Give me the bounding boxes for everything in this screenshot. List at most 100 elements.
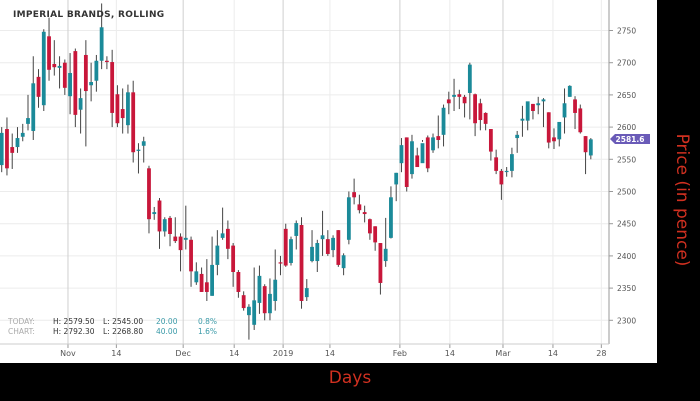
- candle-down: [10, 147, 15, 153]
- candle-up: [68, 73, 72, 97]
- candle-down: [147, 168, 151, 220]
- candle-up: [247, 306, 251, 316]
- candle-up: [0, 132, 4, 166]
- chart-title: IMPERIAL BRANDS, ROLLING: [13, 10, 165, 20]
- candle-down: [168, 217, 172, 235]
- candle-down: [378, 243, 383, 283]
- candle-up: [220, 233, 225, 238]
- y-tick-label: 2600: [617, 123, 636, 132]
- candle-down: [199, 273, 204, 292]
- candle-up: [399, 145, 404, 164]
- chart-label: CHART:: [8, 327, 35, 336]
- candle-up: [331, 237, 335, 251]
- candle-up: [504, 170, 509, 173]
- today-change: 20.00: [156, 317, 178, 326]
- candle-down: [446, 99, 451, 104]
- y-tick-label: 2450: [617, 220, 636, 229]
- chart-change: 40.00: [156, 327, 178, 336]
- candle-up: [152, 212, 157, 215]
- chart-low: L: 2268.80: [103, 327, 144, 336]
- candle-down: [583, 136, 588, 153]
- candle-down: [531, 103, 535, 111]
- candle-down: [325, 239, 330, 254]
- candle-up: [273, 279, 278, 301]
- candle-up: [420, 143, 425, 164]
- candle-up: [389, 197, 393, 238]
- candle-down: [62, 62, 67, 88]
- candle-up: [541, 99, 546, 102]
- candle-up: [515, 134, 520, 139]
- candle-down: [157, 200, 162, 232]
- candle-down: [120, 109, 125, 119]
- x-tick-label: 14: [229, 349, 239, 358]
- candle-down: [115, 94, 120, 124]
- candle-down: [299, 224, 304, 301]
- y-tick-label: 2350: [617, 284, 636, 293]
- candle-up: [20, 132, 25, 137]
- today-pct: 0.8%: [198, 317, 218, 326]
- candle-up: [567, 85, 572, 97]
- candle-down: [425, 137, 430, 169]
- x-tick-label: 14: [445, 349, 455, 358]
- candle-up: [304, 288, 309, 298]
- candle-up: [210, 264, 214, 296]
- candle-up: [536, 103, 541, 106]
- candle-down: [278, 262, 283, 264]
- candle-up: [15, 138, 20, 148]
- x-tick-label: Mar: [495, 349, 511, 358]
- candle-up: [562, 103, 567, 118]
- candle-down: [368, 219, 372, 234]
- candle-up: [431, 137, 435, 151]
- candle-down: [225, 228, 230, 249]
- candle-down: [499, 170, 504, 185]
- today-low: L: 2545.00: [103, 317, 144, 326]
- today-label: TODAY:: [8, 317, 35, 326]
- candle-up: [383, 248, 388, 262]
- candle-up: [452, 94, 456, 97]
- candle-up: [588, 139, 593, 156]
- candle-up: [94, 60, 99, 81]
- candle-down: [578, 108, 583, 133]
- candle-down: [231, 245, 236, 272]
- candle-up: [346, 197, 351, 240]
- x-tick-label: Nov: [60, 349, 76, 358]
- candle-up: [315, 243, 320, 262]
- candle-down: [357, 204, 362, 211]
- candle-down: [362, 212, 367, 215]
- y-tick-label: 2300: [617, 316, 636, 325]
- candle-up: [394, 172, 399, 185]
- candle-up: [520, 118, 525, 121]
- y-tick-label: 2700: [617, 59, 636, 68]
- candle-down: [552, 137, 556, 142]
- candle-up: [557, 121, 562, 140]
- candle-up: [26, 118, 30, 124]
- candle-down: [73, 51, 78, 115]
- candle-down: [373, 226, 378, 243]
- candle-down: [546, 112, 551, 143]
- candle-down: [36, 76, 41, 97]
- y-tick-label: 2500: [617, 188, 636, 197]
- y-tick-label: 2400: [617, 252, 636, 261]
- candle-up: [410, 141, 414, 175]
- candle-up: [89, 82, 94, 86]
- candle-down: [473, 94, 477, 124]
- candle-down: [352, 192, 357, 198]
- candle-down: [83, 54, 88, 92]
- candle-down: [105, 60, 109, 63]
- candle-up: [57, 65, 62, 68]
- candle-down: [5, 129, 9, 169]
- x-tick-label: Dec: [175, 349, 190, 358]
- candle-down: [241, 295, 246, 309]
- candle-up: [310, 246, 314, 262]
- candle-up: [268, 293, 272, 314]
- candle-down: [262, 286, 267, 314]
- candle-up: [141, 141, 146, 146]
- candle-up: [467, 64, 472, 93]
- candle-down: [478, 103, 483, 121]
- x-tick-label: Feb: [393, 349, 407, 358]
- candle-down: [494, 157, 499, 171]
- candle-down: [178, 236, 183, 251]
- candle-down: [462, 96, 467, 104]
